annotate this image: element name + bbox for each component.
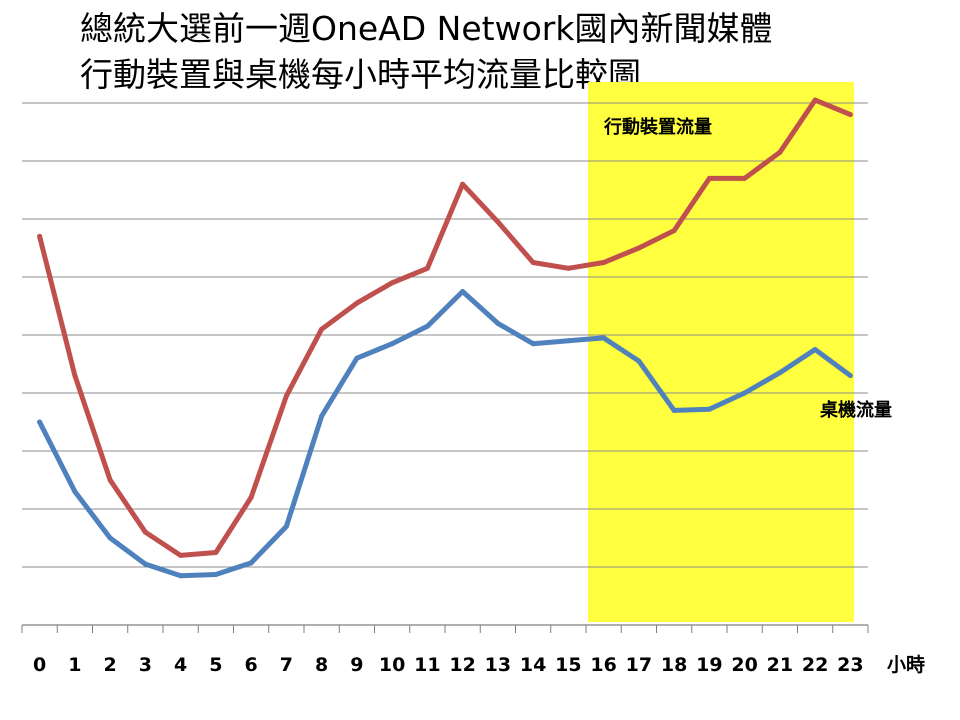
- data-point: [213, 572, 219, 578]
- data-point: [107, 477, 113, 483]
- chart-title-line-1: 總統大選前一週OneAD Network國內新聞媒體: [80, 9, 773, 48]
- x-tick-label: 15: [555, 654, 581, 676]
- data-point: [142, 529, 148, 535]
- data-point: [319, 326, 325, 332]
- series-label-desktop: 桌機流量: [819, 399, 892, 421]
- data-point: [178, 552, 184, 558]
- data-point: [142, 561, 148, 567]
- data-point: [178, 573, 184, 579]
- data-point: [248, 494, 254, 500]
- x-tick-label: 3: [139, 654, 152, 676]
- data-point: [530, 260, 536, 265]
- x-tick-label: 16: [590, 654, 616, 676]
- data-point: [671, 228, 677, 234]
- data-point: [389, 280, 395, 286]
- x-tick-label: 17: [626, 654, 652, 676]
- data-point: [777, 149, 783, 155]
- data-point: [495, 320, 501, 326]
- x-tick-label: 8: [315, 654, 328, 676]
- x-axis: 0 1 2 3 4 5 6 7 8 9 10 11 12 13 14 15 16 17 18 19 20 21 22 23 小時: [21, 625, 925, 676]
- x-tick-label: 20: [731, 654, 757, 676]
- data-point: [213, 550, 219, 555]
- data-point: [671, 407, 677, 413]
- x-tick-label: 14: [520, 654, 546, 676]
- chart-title: 總統大選前一週OneAD Network國內新聞媒體 行動裝置與桌機每小時平均流…: [80, 6, 940, 98]
- x-tick-label: 13: [485, 654, 511, 676]
- x-tick-label: 4: [174, 654, 187, 676]
- x-tick-label: 5: [209, 654, 222, 676]
- data-point: [460, 181, 466, 187]
- data-point: [530, 341, 536, 347]
- x-tick-label: 1: [68, 654, 81, 676]
- data-point: [601, 335, 607, 341]
- data-point: [354, 355, 360, 361]
- x-tick-label: 0: [33, 654, 46, 676]
- data-point: [354, 300, 360, 306]
- data-point: [812, 347, 818, 352]
- x-tick-label: 22: [802, 654, 828, 676]
- data-point: [565, 265, 571, 271]
- data-point: [424, 323, 430, 329]
- data-point: [777, 370, 783, 376]
- data-point: [248, 560, 254, 566]
- data-point: [565, 338, 571, 344]
- x-tick-label: 23: [837, 654, 863, 676]
- data-point: [460, 289, 466, 294]
- data-point: [424, 265, 430, 271]
- data-point: [37, 233, 43, 239]
- x-tick-label: 2: [104, 654, 117, 676]
- data-point: [742, 390, 748, 396]
- x-tick-label: 18: [661, 654, 687, 676]
- data-point: [847, 373, 853, 379]
- data-point: [319, 413, 325, 419]
- gridlines: [22, 102, 868, 626]
- data-point: [706, 175, 712, 181]
- data-point: [495, 219, 501, 225]
- data-point: [812, 97, 818, 103]
- data-point: [742, 175, 748, 181]
- data-point: [636, 358, 642, 364]
- chart-title-line-2: 行動裝置與桌機每小時平均流量比較圖: [80, 55, 641, 94]
- data-point: [107, 535, 113, 541]
- series-lines: [37, 97, 853, 579]
- x-tick-label: 19: [696, 654, 722, 676]
- data-point: [283, 523, 289, 529]
- data-point: [706, 406, 712, 412]
- data-point: [847, 112, 853, 118]
- data-point: [72, 373, 78, 379]
- x-tick-label: 12: [449, 654, 475, 676]
- data-point: [601, 260, 607, 265]
- series-line-mobile: [37, 97, 853, 558]
- x-axis-title: 小時: [887, 654, 925, 676]
- data-point: [389, 341, 395, 347]
- x-tick-label: 7: [280, 654, 293, 676]
- data-point: [283, 393, 289, 399]
- series-label-mobile: 行動裝置流量: [603, 116, 712, 138]
- x-tick-label: 6: [245, 654, 258, 676]
- data-point: [72, 489, 78, 495]
- x-tick-label: 10: [379, 654, 405, 676]
- data-point: [37, 419, 43, 425]
- x-tick-label: 11: [414, 654, 440, 676]
- data-point: [636, 245, 642, 251]
- x-tick-label: 21: [767, 654, 793, 676]
- x-tick-label: 9: [350, 654, 363, 676]
- series-line-desktop: [37, 289, 853, 579]
